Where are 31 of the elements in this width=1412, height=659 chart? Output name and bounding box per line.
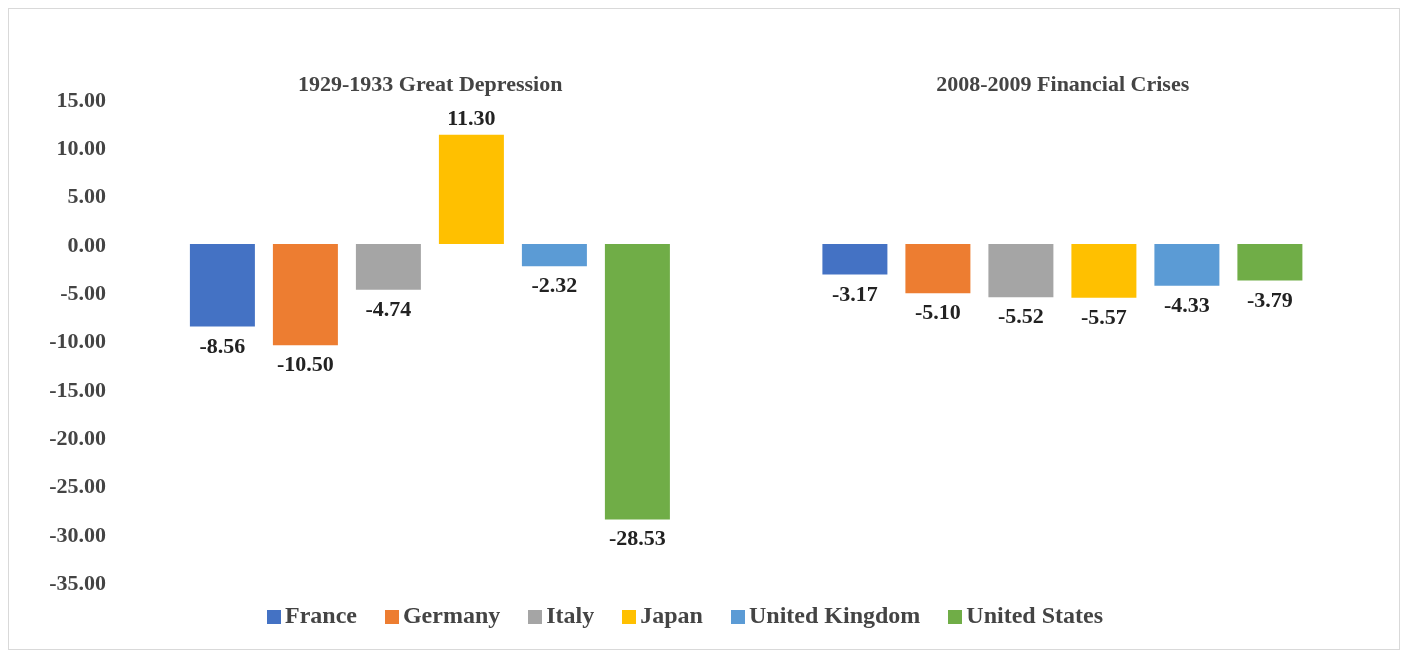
data-label: -5.57 [1080,303,1127,329]
data-label: -5.52 [997,303,1044,329]
data-label: -3.79 [1246,286,1293,312]
data-label: -4.74 [365,295,412,321]
data-label: 11.30 [447,104,496,130]
y-tick-label: 15.00 [56,86,106,112]
data-label: -3.17 [831,280,878,306]
x-tick-label: 2008-2009 Financial Crises [936,71,1190,96]
y-tick-label: 0.00 [67,231,106,257]
legend-label: United Kingdom [748,602,921,628]
y-tick-label: 5.00 [67,183,106,209]
legend-label: France [284,602,357,628]
data-label: -2.32 [531,272,578,298]
y-tick-label: -15.00 [49,376,106,402]
x-tick-label: 1929-1933 Great Depression [298,71,563,96]
legend-label: Japan [640,602,703,628]
data-label: -28.53 [608,525,666,551]
data-label: -4.33 [1163,291,1210,317]
y-tick-label: 10.00 [56,135,106,161]
y-tick-label: -30.00 [49,521,106,547]
legend-label: Italy [546,602,595,628]
y-tick-label: -25.00 [49,473,106,499]
data-label: -5.10 [914,299,961,325]
data-label: -8.56 [199,332,246,358]
y-tick-label: -35.00 [49,569,106,595]
legend-label: United States [966,602,1104,628]
y-tick-label: -20.00 [49,424,106,450]
y-tick-label: -5.00 [60,280,106,306]
data-label: -10.50 [276,351,334,377]
legend-label: Germany [402,602,501,628]
y-tick-label: -10.00 [49,328,106,354]
